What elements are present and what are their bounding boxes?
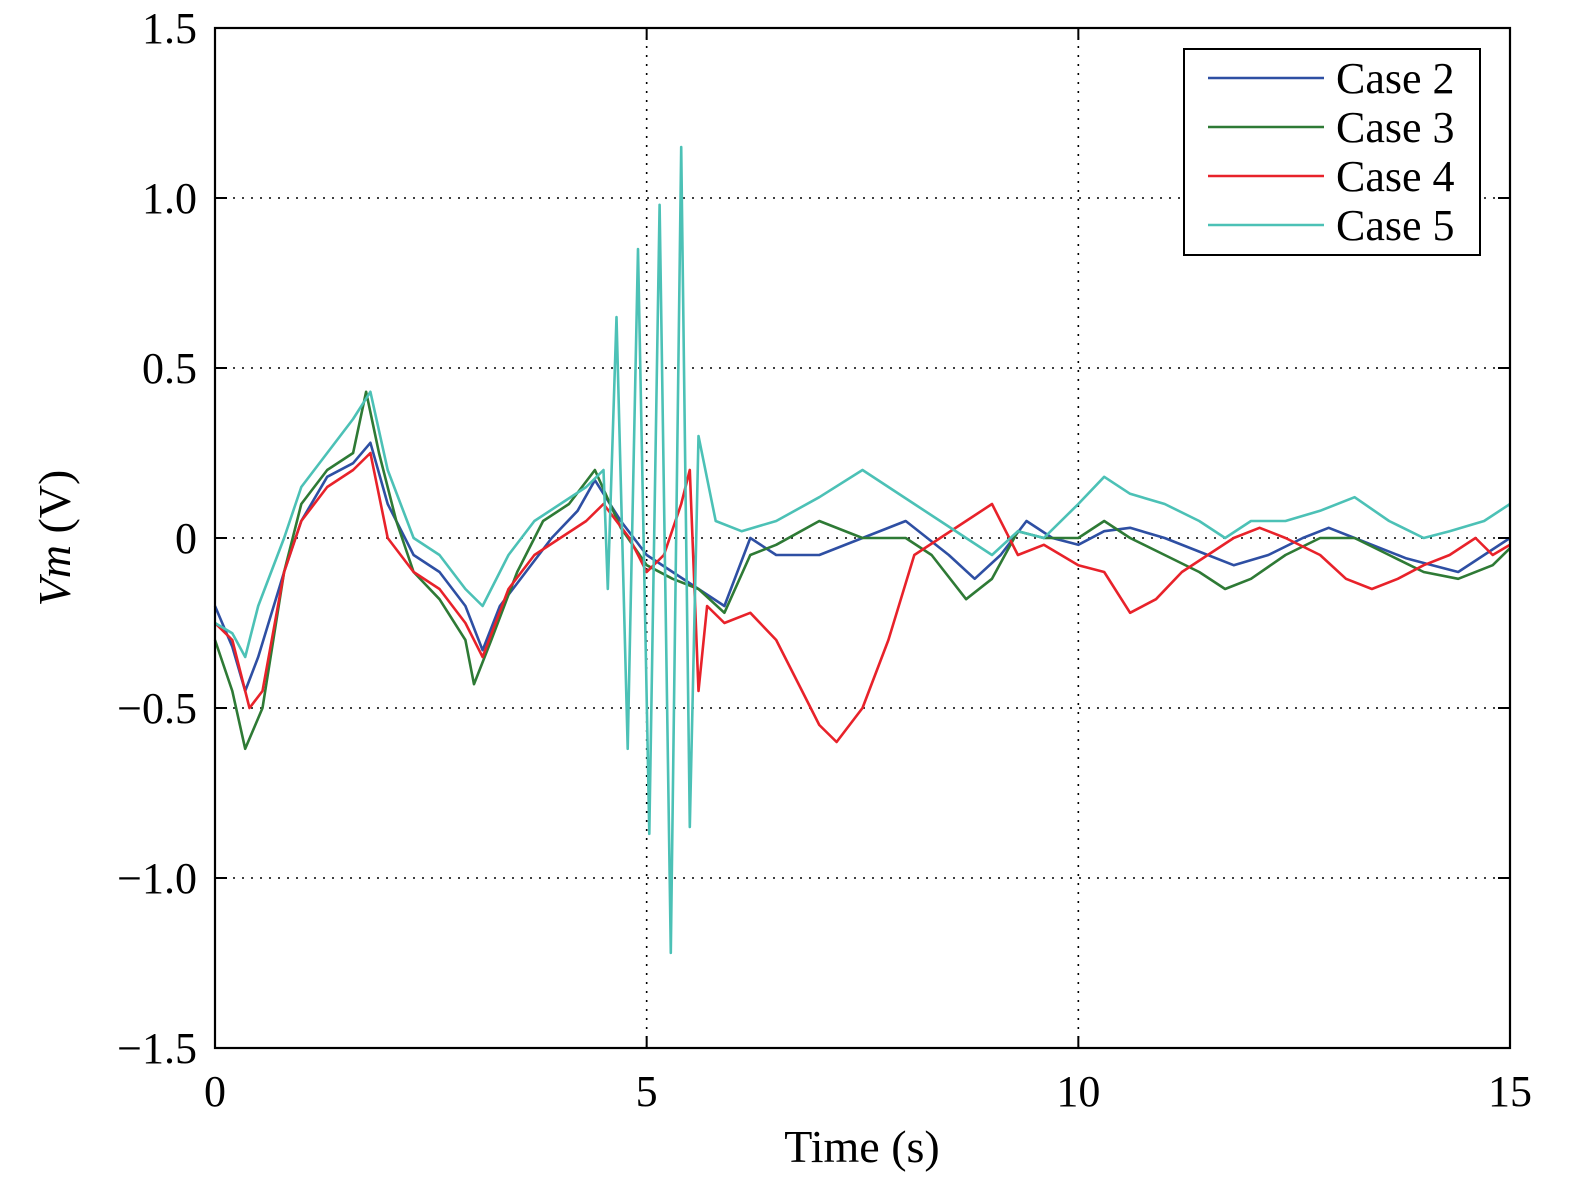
- y-tick-label: 1.0: [142, 174, 197, 223]
- y-tick-label: −1.0: [117, 854, 197, 903]
- y-tick-label: 1.5: [142, 4, 197, 53]
- y-tick-label: 0: [175, 514, 197, 563]
- x-tick-label: 15: [1488, 1067, 1532, 1116]
- series-lines: [213, 145, 1511, 955]
- x-tick-label: 0: [204, 1067, 226, 1116]
- series-line-case-2: [213, 441, 1511, 693]
- x-axis-label: Time (s): [784, 1121, 940, 1172]
- legend-label: Case 5: [1336, 201, 1455, 250]
- legend-label: Case 3: [1336, 103, 1455, 152]
- y-axis-label: Vm (V): [29, 470, 80, 607]
- series-line-case-5: [214, 145, 1511, 955]
- x-tick-label: 10: [1056, 1067, 1100, 1116]
- y-tick-labels: −1.5 −1.0 −0.5 0 0.5 1.0 1.5: [117, 4, 197, 1073]
- y-axis-label-symbol: Vm: [29, 545, 80, 606]
- series-line-case-3: [213, 390, 1511, 751]
- y-axis-label-unit: (V): [29, 470, 80, 545]
- legend-label: Case 2: [1336, 54, 1455, 103]
- y-tick-label: 0.5: [142, 344, 197, 393]
- series-line-case-4: [214, 451, 1511, 744]
- y-tick-label: −0.5: [117, 684, 197, 733]
- legend-box: [1183, 48, 1481, 256]
- axis-ticks: [214, 27, 1511, 1049]
- legend-label: Case 4: [1336, 152, 1455, 201]
- x-tick-labels: 0 5 10 15: [204, 1067, 1532, 1116]
- x-tick-label: 5: [636, 1067, 658, 1116]
- y-tick-label: −1.5: [117, 1024, 197, 1073]
